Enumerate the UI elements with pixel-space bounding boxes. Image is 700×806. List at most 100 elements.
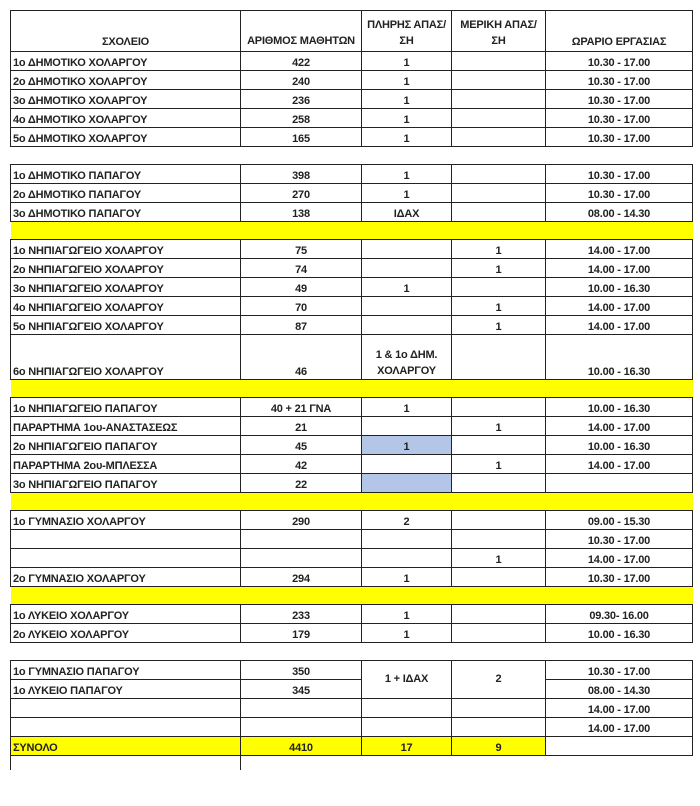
table-row: 1 14.00 - 17.00	[10, 548, 693, 568]
students-count: 270	[240, 183, 362, 203]
table-row: 3ο ΔΗΜΟΤΙΚΟ ΧΟΛΑΡΓΟΥ 236 1 10.30 - 17.00	[10, 89, 693, 109]
work-hours: 14.00 - 17.00	[545, 239, 693, 259]
partial-duty	[451, 89, 546, 109]
header-partial-duty: ΜΕΡΙΚΗ ΑΠΑΣ/ΣΗ	[451, 10, 546, 52]
partial-duty	[451, 604, 546, 624]
school-name: 5ο ΔΗΜΟΤΙΚΟ ΧΟΛΑΡΓΟΥ	[10, 127, 241, 147]
separator-cell	[10, 221, 693, 240]
full-duty: 1	[361, 435, 452, 455]
partial-duty: 1	[451, 258, 546, 278]
full-duty: 2	[361, 510, 452, 530]
work-hours: 14.00 - 17.00	[545, 717, 693, 737]
work-hours: 10.00 - 16.30	[545, 623, 693, 643]
school-name: 1ο ΝΗΠΙΑΓΩΓΕΙΟ ΧΟΛΑΡΓΟΥ	[10, 239, 241, 259]
partial-duty	[451, 70, 546, 90]
full-duty	[361, 296, 452, 316]
work-hours: 09.00 - 15.30	[545, 510, 693, 530]
table-row: 1ο ΓΥΜΝΑΣΙΟ ΧΟΛΑΡΓΟΥ 290 2 09.00 - 15.30	[10, 510, 693, 530]
schools-table: ΣΧΟΛΕΙΟ ΑΡΙΘΜΟΣ ΜΑΘΗΤΩΝ ΠΛΗΡΗΣ ΑΠΑΣ/ΣΗ Μ…	[10, 10, 693, 770]
school-name: 6ο ΝΗΠΙΑΓΩΓΕΙΟ ΧΟΛΑΡΓΟΥ	[10, 334, 241, 380]
partial-duty	[451, 397, 546, 417]
students-count: 233	[240, 604, 362, 624]
students-count: 40 + 21 ΓΝΑ	[240, 397, 362, 417]
table-row: 1ο ΛΥΚΕΙΟ ΠΑΠΑΓΟΥ 345 08.00 - 14.30	[10, 679, 693, 699]
partial-duty: 2	[451, 660, 546, 699]
separator-cell	[10, 586, 693, 605]
work-hours: 10.30 - 17.00	[545, 70, 693, 90]
full-duty	[361, 529, 452, 549]
yellow-separator-row	[10, 379, 693, 398]
partial-duty	[451, 567, 546, 587]
school-name: 2ο ΓΥΜΝΑΣΙΟ ΧΟΛΑΡΓΟΥ	[10, 567, 241, 587]
students-count: 422	[240, 51, 362, 71]
full-duty	[361, 416, 452, 436]
students-count: 179	[240, 623, 362, 643]
students-count: 350	[240, 660, 362, 680]
partial-duty	[451, 623, 546, 643]
students-count: 165	[240, 127, 362, 147]
table-row: 2ο ΛΥΚΕΙΟ ΧΟΛΑΡΓΟΥ 179 1 10.00 - 16.30	[10, 623, 693, 643]
full-duty: 1	[361, 70, 452, 90]
full-duty	[361, 454, 452, 474]
full-duty: 1	[361, 89, 452, 109]
header-school: ΣΧΟΛΕΙΟ	[10, 10, 241, 52]
partial-duty	[451, 510, 546, 530]
table-row: ΠΑΡΑΡΤΗΜΑ 1ου-ΑΝΑΣΤΑΣΕΩΣ 21 1 14.00 - 17.00	[10, 416, 693, 436]
students-count: 290	[240, 510, 362, 530]
work-hours: 14.00 - 17.00	[545, 454, 693, 474]
partial-duty: 1	[451, 296, 546, 316]
full-duty: 1	[361, 567, 452, 587]
partial-duty: 1	[451, 239, 546, 259]
school-name: 4ο ΔΗΜΟΤΙΚΟ ΧΟΛΑΡΓΟΥ	[10, 108, 241, 128]
blank-gap-row	[11, 643, 693, 661]
full-duty: 1	[361, 277, 452, 297]
school-name: ΠΑΡΑΡΤΗΜΑ 1ου-ΑΝΑΣΤΑΣΕΩΣ	[10, 416, 241, 436]
empty-cell	[546, 756, 693, 771]
students-count: 294	[240, 567, 362, 587]
table-row: 10.30 - 17.00	[10, 529, 693, 549]
school-name	[10, 717, 241, 737]
work-hours: 14.00 - 17.00	[545, 698, 693, 718]
school-name: 5ο ΝΗΠΙΑΓΩΓΕΙΟ ΧΟΛΑΡΓΟΥ	[10, 315, 241, 335]
work-hours: 10.00 - 16.30	[545, 334, 693, 380]
separator-cell	[10, 492, 693, 511]
school-name: 2ο ΛΥΚΕΙΟ ΧΟΛΑΡΓΟΥ	[10, 623, 241, 643]
table-row: ΠΑΡΑΡΤΗΜΑ 2ου-ΜΠΛΕΣΣΑ 42 1 14.00 - 17.00	[10, 454, 693, 474]
table-row: 3ο ΝΗΠΙΑΓΩΓΕΙΟ ΧΟΛΑΡΓΟΥ 49 1 10.00 - 16.30	[10, 277, 693, 297]
partial-duty: 1	[451, 416, 546, 436]
partial-duty	[451, 183, 546, 203]
students-count: 258	[240, 108, 362, 128]
full-duty: 1	[361, 397, 452, 417]
table-row: 5ο ΔΗΜΟΤΙΚΟ ΧΟΛΑΡΓΟΥ 165 1 10.30 - 17.00	[10, 127, 693, 147]
students-count: 46	[240, 334, 362, 380]
students-count: 70	[240, 296, 362, 316]
work-hours: 10.00 - 16.30	[545, 397, 693, 417]
full-duty	[361, 315, 452, 335]
students-count	[240, 698, 362, 718]
work-hours: 10.30 - 17.00	[545, 89, 693, 109]
full-duty	[361, 239, 452, 259]
partial-duty	[451, 51, 546, 71]
school-name: 3ο ΔΗΜΟΤΙΚΟ ΧΟΛΑΡΓΟΥ	[10, 89, 241, 109]
yellow-separator-row	[10, 586, 693, 605]
table-header-row: ΣΧΟΛΕΙΟ ΑΡΙΘΜΟΣ ΜΑΘΗΤΩΝ ΠΛΗΡΗΣ ΑΠΑΣ/ΣΗ Μ…	[10, 10, 693, 52]
school-name: 1ο ΛΥΚΕΙΟ ΠΑΠΑΓΟΥ	[10, 679, 241, 699]
table-row: 2ο ΝΗΠΙΑΓΩΓΕΙΟ ΧΟΛΑΡΓΟΥ 74 1 14.00 - 17.00	[10, 258, 693, 278]
students-count: 74	[240, 258, 362, 278]
school-name: 1ο ΛΥΚΕΙΟ ΧΟΛΑΡΓΟΥ	[10, 604, 241, 624]
students-count: 22	[240, 473, 362, 493]
empty-cell	[10, 755, 241, 770]
empty-cell	[452, 756, 546, 771]
students-count	[240, 717, 362, 737]
table-row: 1ο ΓΥΜΝΑΣΙΟ ΠΑΠΑΓΟΥ 350 1 + ΙΔΑΧ 2 10.30 - 1…	[10, 660, 693, 699]
work-hours: 14.00 - 17.00	[545, 258, 693, 278]
students-count: 138	[240, 202, 362, 222]
work-hours: 14.00 - 17.00	[545, 548, 693, 568]
total-row: ΣΥΝΟΛΟ 4410 17 9	[10, 736, 693, 756]
school-name: 1ο ΔΗΜΟΤΙΚΟ ΧΟΛΑΡΓΟΥ	[10, 51, 241, 71]
school-name: 2ο ΝΗΠΙΑΓΩΓΕΙΟ ΠΑΠΑΓΟΥ	[10, 435, 241, 455]
table-row: 4ο ΝΗΠΙΑΓΩΓΕΙΟ ΧΟΛΑΡΓΟΥ 70 1 14.00 - 17.00	[10, 296, 693, 316]
students-count: 398	[240, 164, 362, 184]
blank-gap-row	[11, 147, 693, 165]
yellow-separator-row	[10, 221, 693, 240]
